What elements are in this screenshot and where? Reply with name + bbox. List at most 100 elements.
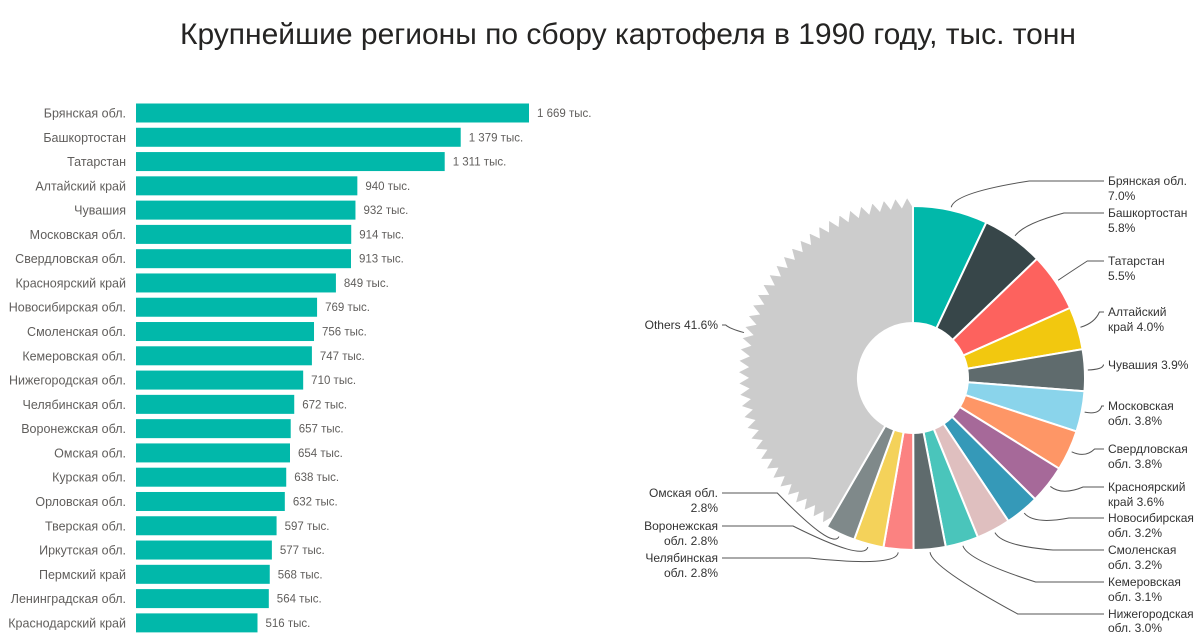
- bar-chart: Брянская обл. 1 669 тыс. Башкортостан 1 379…: [8, 103, 591, 633]
- bar: [136, 103, 529, 123]
- slice-label: обл. 3.0%: [1108, 621, 1162, 635]
- leader-line: [722, 324, 745, 334]
- bar: [136, 540, 272, 560]
- category-label: Орловская обл.: [35, 495, 126, 509]
- slice-label: Красноярский: [1108, 480, 1185, 494]
- data-label: 914 тыс.: [359, 229, 404, 241]
- data-label: 657 тыс.: [299, 424, 344, 436]
- leader-line: [1023, 512, 1104, 521]
- bar: [136, 370, 304, 390]
- data-label: 597 тыс.: [285, 521, 330, 533]
- leader-line: [962, 545, 1104, 583]
- bar: [136, 443, 290, 463]
- category-label: Брянская обл.: [44, 107, 126, 121]
- leader-line: [1057, 260, 1104, 281]
- data-label: 756 тыс.: [322, 327, 367, 339]
- data-label: 1 311 тыс.: [453, 157, 507, 169]
- leader-line: [950, 180, 1104, 208]
- slice-label: Смоленская: [1108, 543, 1176, 557]
- category-label: Иркутская обл.: [39, 544, 126, 558]
- leader-line: [1084, 405, 1104, 414]
- category-label: Московская обл.: [30, 228, 126, 242]
- category-label: Татарстан: [67, 155, 126, 169]
- category-label: Новосибирская обл.: [9, 301, 126, 315]
- slice-label: 5.8%: [1108, 221, 1136, 235]
- slice-label: край 4.0%: [1108, 320, 1164, 334]
- slice-label: Башкортостан: [1108, 206, 1187, 220]
- slice-label: обл. 3.2%: [1108, 526, 1162, 540]
- bar: [136, 127, 461, 147]
- category-label: Воронежская обл.: [21, 422, 126, 436]
- bar: [136, 297, 318, 317]
- leader-line: [1050, 486, 1104, 492]
- bar: [136, 467, 287, 487]
- category-label: Свердловская обл.: [15, 252, 126, 266]
- donut-slice: [912, 204, 988, 330]
- donut-slice: [825, 424, 896, 541]
- category-label: Кемеровская обл.: [22, 349, 126, 363]
- leader-line: [994, 532, 1104, 551]
- bar: [136, 224, 352, 244]
- bar: [136, 419, 291, 439]
- bar: [136, 346, 312, 366]
- category-label: Тверская обл.: [45, 519, 126, 533]
- bar: [136, 273, 336, 293]
- leader-line: [722, 492, 840, 540]
- category-label: Алтайский край: [35, 179, 126, 193]
- slice-label: Челябинская: [645, 551, 718, 565]
- slice-label: 2.8%: [691, 501, 719, 515]
- slice-label: Татарстан: [1108, 254, 1165, 268]
- slice-label: обл. 2.8%: [664, 534, 718, 548]
- bar: [136, 564, 270, 584]
- category-label: Башкортостан: [43, 131, 126, 145]
- bar: [136, 176, 358, 196]
- slice-label: Кемеровская: [1108, 575, 1181, 589]
- bar: [136, 152, 445, 172]
- data-label: 577 тыс.: [280, 545, 325, 557]
- data-label: 849 тыс.: [344, 278, 389, 290]
- slice-label: Брянская обл.: [1108, 174, 1187, 188]
- category-label: Челябинская обл.: [23, 398, 126, 412]
- leader-line: [1014, 212, 1104, 237]
- data-label: 1 379 тыс.: [469, 132, 523, 144]
- slice-label: 5.5%: [1108, 269, 1136, 283]
- leader-line: [722, 552, 899, 563]
- data-label: 654 тыс.: [298, 448, 343, 460]
- bar: [136, 589, 269, 609]
- slice-label: Воронежская: [644, 519, 718, 533]
- slice-label: Чувашия 3.9%: [1108, 358, 1189, 372]
- slice-label: Нижегородская: [1108, 607, 1194, 621]
- data-label: 769 тыс.: [325, 302, 370, 314]
- category-label: Омская обл.: [54, 446, 126, 460]
- slice-label: край 3.6%: [1108, 495, 1164, 509]
- slice-label: Московская: [1108, 399, 1174, 413]
- bar: [136, 394, 295, 414]
- leader-line: [1087, 364, 1104, 371]
- chart-title: Крупнейшие регионы по сбору картофеля в …: [179, 18, 1076, 51]
- data-label: 940 тыс.: [365, 181, 410, 193]
- slice-label: обл. 2.8%: [664, 566, 718, 580]
- category-label: Смоленская обл.: [27, 325, 126, 339]
- category-label: Красноярский край: [15, 276, 126, 290]
- category-label: Пермский край: [39, 568, 126, 582]
- leader-line: [1071, 448, 1104, 455]
- data-label: 710 тыс.: [311, 375, 356, 387]
- slice-label: Алтайский: [1108, 305, 1166, 319]
- category-label: Краснодарский край: [8, 616, 126, 630]
- leader-line: [722, 525, 869, 552]
- bar: [136, 200, 356, 220]
- slice-label: Others 41.6%: [645, 318, 719, 332]
- data-label: 913 тыс.: [359, 254, 404, 266]
- bar: [136, 249, 351, 269]
- category-label: Нижегородская обл.: [9, 374, 126, 388]
- data-label: 638 тыс.: [294, 472, 339, 484]
- bar: [136, 613, 258, 633]
- data-label: 516 тыс.: [266, 618, 311, 630]
- data-label: 632 тыс.: [293, 496, 338, 508]
- bar: [136, 322, 315, 342]
- data-label: 568 тыс.: [278, 569, 323, 581]
- data-label: 1 669 тыс.: [537, 108, 591, 120]
- data-label: 564 тыс.: [277, 594, 322, 606]
- slice-label: обл. 3.8%: [1108, 457, 1162, 471]
